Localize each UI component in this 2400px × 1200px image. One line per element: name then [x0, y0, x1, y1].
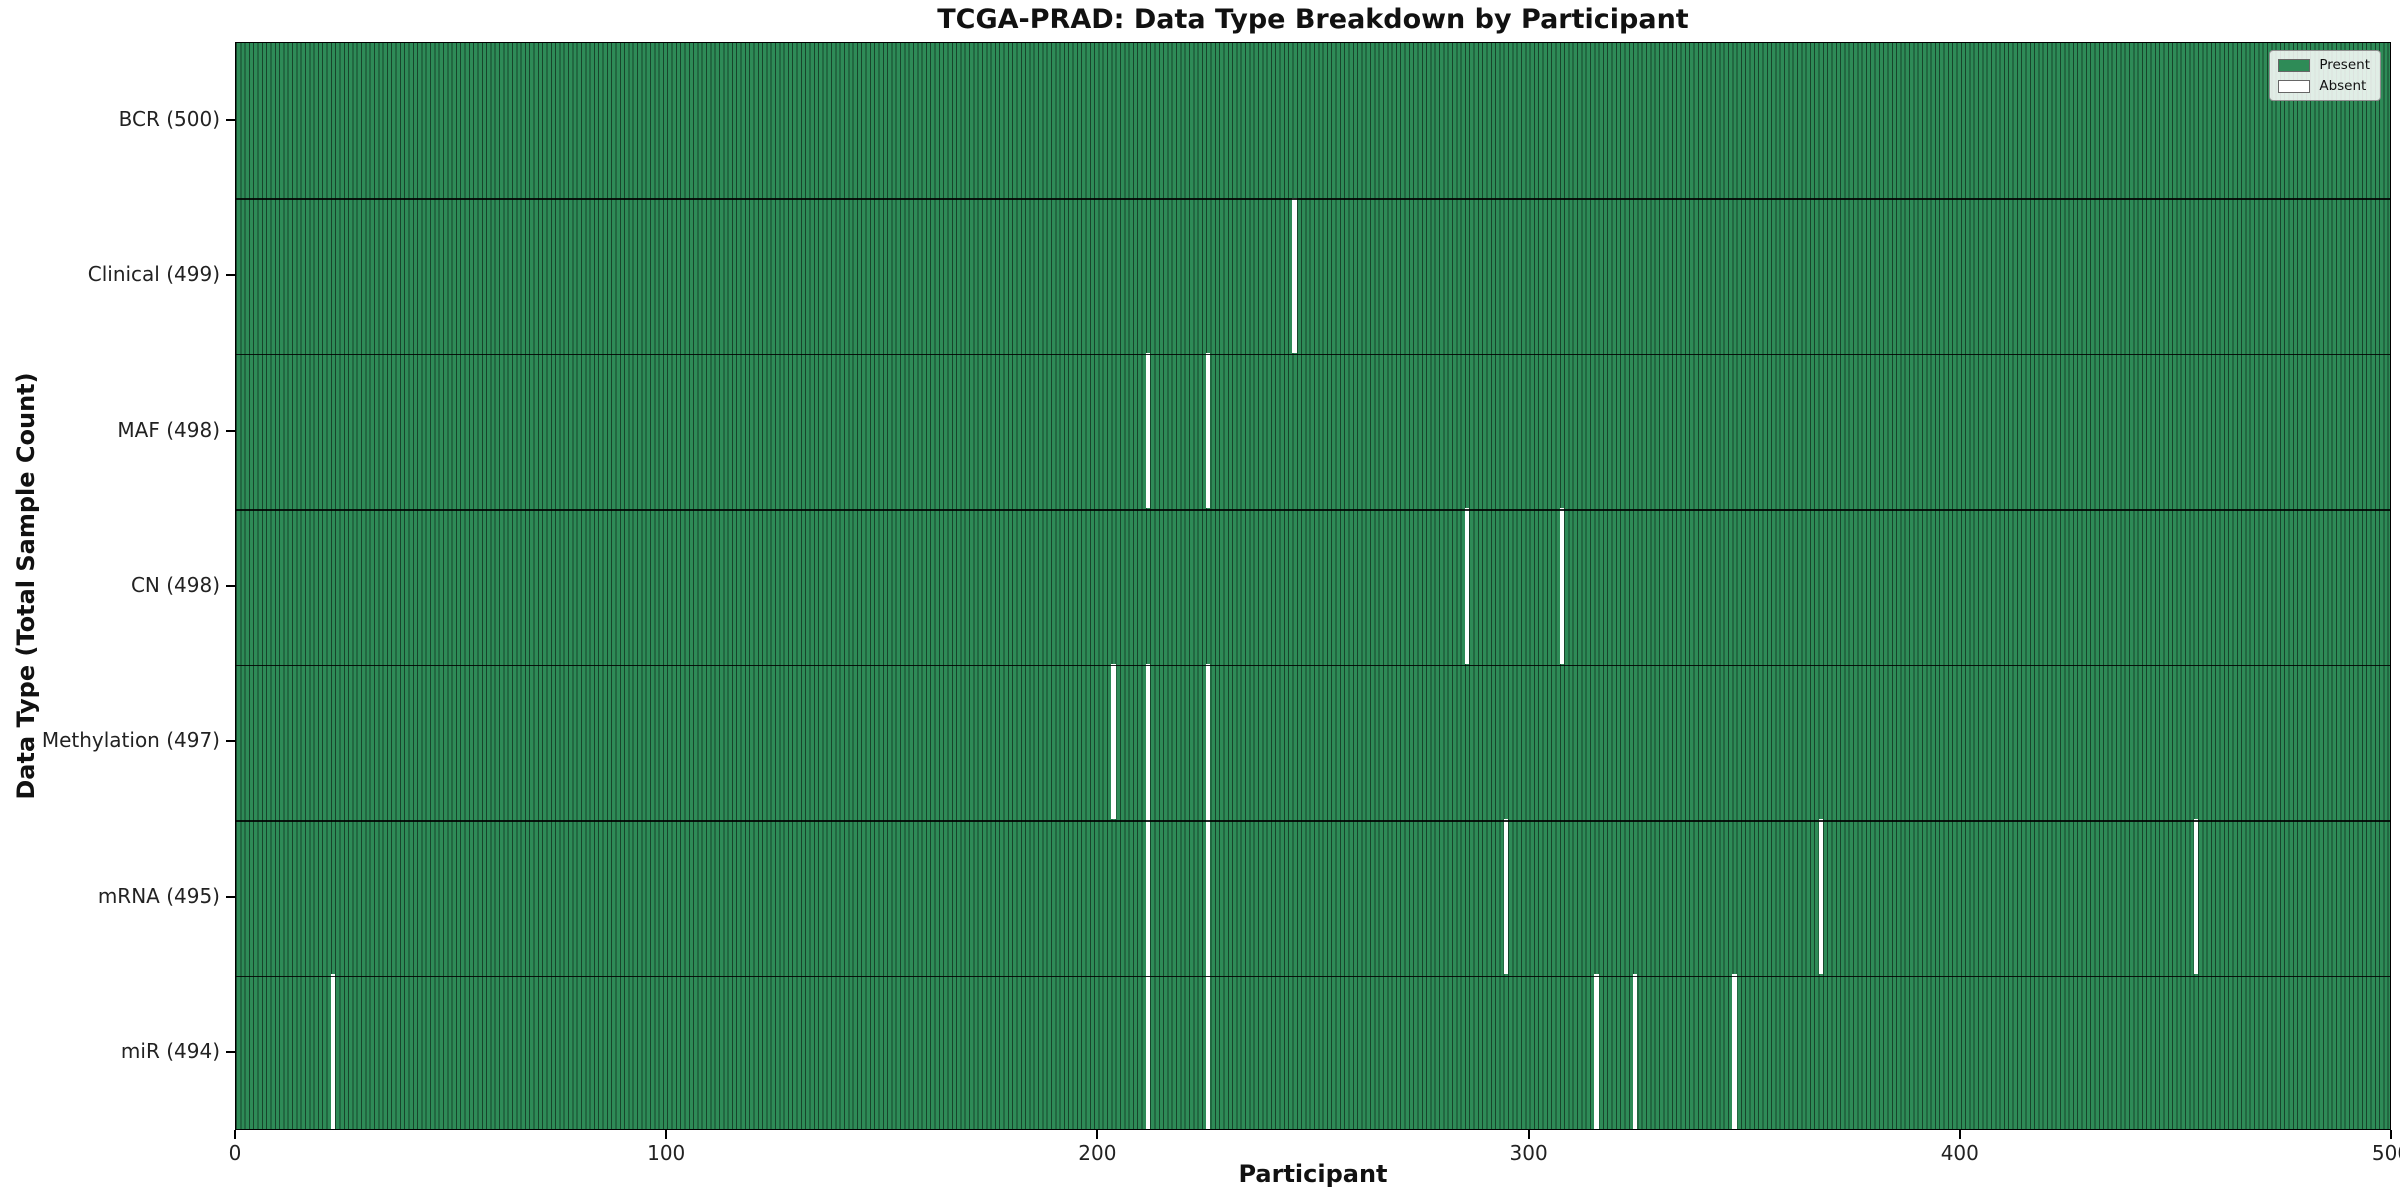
absent-cell-mrna-211: [1145, 818, 1151, 974]
absent-cell-methylation-225: [1206, 663, 1211, 819]
plot-area: Present Absent: [235, 42, 2391, 1130]
x-tick-mark: [1958, 1130, 1961, 1139]
x-tick-label-100: 100: [647, 1141, 686, 1165]
absent-cell-methylation-203: [1111, 663, 1116, 819]
heatmap-row-maf: [236, 353, 2390, 509]
y-tick-mark: [226, 1051, 235, 1054]
heatmap-rows: [236, 43, 2390, 1129]
y-tick-label-methylation: Methylation (497): [41, 728, 220, 753]
absent-cell-mrna-367: [1818, 818, 1823, 974]
absent-cell-methylation-211: [1145, 663, 1151, 819]
y-tick-label-clinical: Clinical (499): [87, 262, 220, 287]
absent-cell-mir-225: [1206, 973, 1211, 1129]
legend-label: Absent: [2319, 78, 2367, 94]
absent-cell-mir-22: [330, 973, 336, 1129]
row-separator: [236, 353, 2390, 356]
absent-cell-cn-285: [1464, 508, 1470, 664]
y-tick-mark: [226, 118, 235, 121]
legend-swatch-present: [2278, 58, 2311, 72]
absent-cell-mir-324: [1633, 973, 1638, 1129]
absent-cell-mir-211: [1145, 973, 1151, 1129]
chart-title: TCGA-PRAD: Data Type Breakdown by Partic…: [937, 4, 1689, 35]
y-tick-label-mrna: mRNA (495): [97, 883, 220, 908]
row-separator: [236, 509, 2390, 511]
legend: Present Absent: [2269, 50, 2381, 101]
absent-cell-clinical-245: [1292, 198, 1297, 354]
y-tick-mark: [226, 740, 235, 743]
absent-cell-mir-347: [1732, 973, 1737, 1129]
x-axis-title: Participant: [1238, 1160, 1388, 1188]
row-separator: [236, 975, 2390, 977]
x-tick-mark: [234, 1130, 236, 1139]
y-tick-label-mir: miR (494): [120, 1039, 220, 1064]
legend-label: Present: [2319, 57, 2370, 73]
y-tick-mark: [226, 585, 235, 587]
x-tick-mark: [1527, 1130, 1530, 1139]
y-tick-mark: [226, 274, 235, 277]
heatmap-row-mrna: [236, 818, 2390, 974]
absent-cell-cn-307: [1559, 508, 1565, 664]
x-tick-mark: [2390, 1130, 2392, 1139]
absent-cell-maf-225: [1206, 353, 1211, 509]
heatmap-row-bcr: [236, 43, 2390, 199]
y-tick-mark: [226, 895, 235, 898]
row-separator: [236, 664, 2390, 667]
x-tick-label-0: 0: [228, 1141, 242, 1165]
heatmap-row-cn: [236, 508, 2390, 664]
x-tick-mark: [665, 1130, 668, 1139]
y-tick-label-maf: MAF (498): [117, 417, 220, 442]
absent-cell-mrna-294: [1503, 818, 1509, 974]
heatmap-row-clinical: [236, 198, 2390, 354]
y-tick-label-cn: CN (498): [130, 573, 220, 597]
x-tick-label-400: 400: [1940, 1141, 1979, 1165]
absent-cell-maf-211: [1145, 353, 1151, 509]
absent-cell-mir-315: [1594, 973, 1599, 1129]
legend-swatch-absent: [2278, 79, 2311, 93]
x-tick-label-300: 300: [1509, 1141, 1548, 1165]
y-tick-mark: [226, 429, 235, 432]
row-separator: [236, 198, 2390, 200]
x-tick-label-200: 200: [1078, 1141, 1117, 1165]
absent-cell-mrna-225: [1206, 818, 1211, 974]
row-separator: [236, 820, 2390, 822]
x-tick-label-500: 500: [2371, 1141, 2400, 1165]
legend-item-present: Present: [2278, 57, 2370, 73]
x-tick-mark: [1096, 1130, 1099, 1139]
heatmap-row-mir: [236, 973, 2390, 1129]
legend-item-absent: Absent: [2278, 78, 2370, 94]
absent-cell-mrna-454: [2193, 818, 2198, 974]
heatmap-row-methylation: [236, 663, 2390, 819]
y-tick-label-bcr: BCR (500): [118, 106, 220, 131]
